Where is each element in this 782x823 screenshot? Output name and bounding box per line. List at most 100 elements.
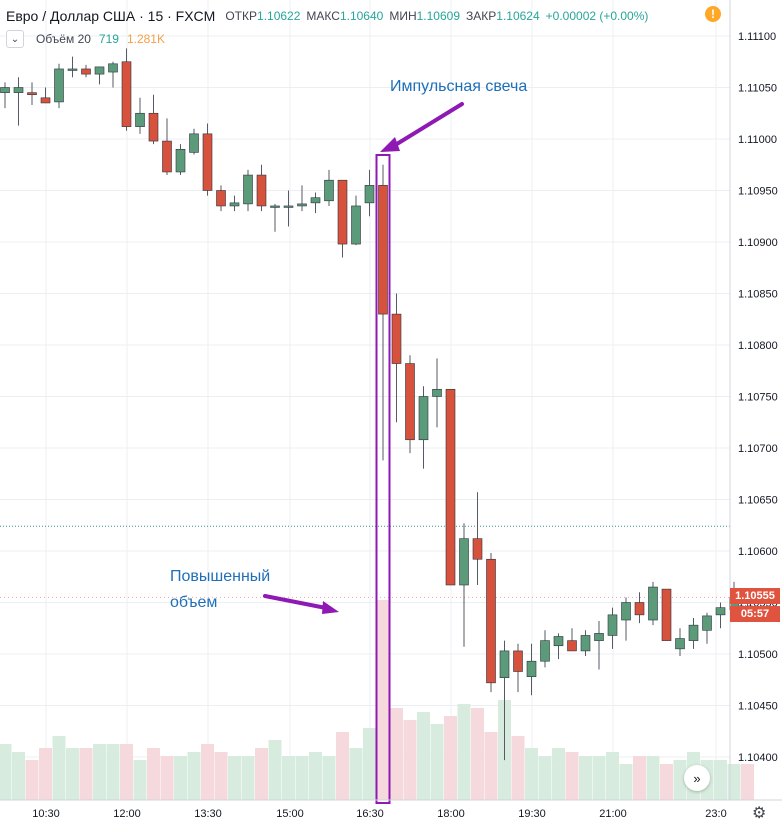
volume-bar — [484, 732, 498, 800]
volume-bar — [619, 764, 633, 800]
candle-body — [0, 87, 10, 93]
volume-bar — [268, 740, 282, 800]
candle-body — [553, 636, 564, 647]
price-tick-label: 1.11100 — [738, 31, 776, 43]
candle-body — [337, 179, 348, 245]
candle-body — [702, 615, 712, 631]
candle-body — [567, 640, 577, 652]
candle-body — [94, 66, 105, 75]
volume-value: 719 — [98, 32, 119, 46]
volume-bar — [174, 756, 187, 800]
volume-bar — [646, 756, 660, 800]
candle-body — [621, 602, 631, 621]
close-readout: ЗАКР1.10624 — [466, 9, 540, 23]
time-tick-label: 15:00 — [276, 808, 304, 820]
volume-bar — [579, 756, 592, 800]
chevron-down-icon[interactable]: ⌄ — [6, 30, 24, 48]
chart-header: Евро / Доллар США · 15 · FXCM ОТКР1.1062… — [6, 6, 648, 26]
candle-body — [499, 650, 510, 678]
volume-bar — [363, 728, 376, 800]
time-tick-label: 10:30 — [32, 808, 60, 820]
volume-indicator-name[interactable]: Объём 20 — [36, 32, 91, 46]
volume-bar — [214, 752, 228, 800]
candle-body — [351, 205, 361, 245]
volume-bars — [0, 600, 754, 800]
volume-bar — [390, 708, 403, 800]
volume-bar — [241, 756, 255, 800]
volume-bar — [741, 764, 754, 800]
candle-body — [270, 205, 280, 208]
candle-body — [540, 640, 550, 662]
candle-body — [661, 588, 672, 641]
volume-bar — [187, 752, 201, 800]
candles — [0, 48, 753, 761]
candle-body — [243, 174, 253, 205]
candle-body — [688, 624, 699, 641]
candle-body — [634, 602, 645, 616]
volume-bar — [25, 760, 39, 800]
volume-bar — [457, 704, 471, 800]
candle-body — [67, 68, 78, 71]
volume-bar — [309, 752, 322, 800]
price-tick-label: 1.10950 — [738, 186, 778, 198]
candle-body — [580, 635, 591, 652]
candle-body — [27, 92, 37, 96]
volume-bar — [349, 748, 363, 800]
candle-body — [216, 190, 226, 207]
candle-body — [405, 363, 415, 441]
time-tick-label: 18:00 — [437, 808, 465, 820]
price-tick-label: 1.10700 — [738, 443, 778, 455]
candle-body — [607, 614, 618, 636]
volume-bar — [160, 756, 174, 800]
volume-bar — [525, 748, 538, 800]
candle-body — [202, 133, 213, 191]
time-axis[interactable]: 10:30 12:00 13:30 15:00 16:30 18:00 19:30 21:00… — [32, 808, 726, 820]
volume-bar — [322, 756, 336, 800]
volume-label-line1: Повышенный — [170, 568, 271, 585]
candle-body — [310, 197, 321, 204]
exclamation-icon[interactable]: ! — [705, 6, 721, 22]
volume-bar — [282, 756, 295, 800]
scroll-to-realtime-icon[interactable]: » — [684, 765, 710, 791]
volume-bar — [201, 744, 214, 800]
price-tick-label: 1.10800 — [738, 340, 778, 352]
gear-icon[interactable]: ⚙ — [752, 805, 767, 822]
price-tick-label: 1.10400 — [738, 752, 778, 764]
volume-bar — [295, 756, 309, 800]
candle-body — [283, 205, 294, 208]
time-tick-label: 19:30 — [518, 808, 546, 820]
candle-body — [459, 538, 469, 586]
annotation-shapes — [263, 102, 464, 804]
candle-body — [121, 61, 132, 127]
price-tick-label: 1.10750 — [738, 392, 778, 404]
price-tick-label: 1.10600 — [738, 546, 778, 558]
candle-body — [81, 68, 91, 75]
candle-body — [432, 388, 442, 397]
volume-bar — [511, 736, 525, 800]
bar-countdown-label: 05:57 — [730, 606, 780, 622]
candle-body — [526, 660, 537, 677]
price-tick-label: 1.11050 — [738, 83, 777, 95]
volume-legend: ⌄ Объём 20 719 1.281K — [6, 30, 165, 48]
volume-bar — [660, 764, 673, 800]
price-tick-label: 1.10450 — [738, 701, 778, 713]
volume-bar — [714, 760, 727, 800]
candle-body — [40, 97, 51, 104]
volume-bar — [633, 756, 646, 800]
volume-bar — [538, 756, 552, 800]
price-axis[interactable]: 1.11100 1.11050 1.11000 1.10950 1.10900 1.108… — [738, 31, 778, 764]
volume-bar — [52, 736, 66, 800]
volume-bar — [66, 748, 79, 800]
volume-bar — [727, 764, 741, 800]
candle-body — [472, 538, 483, 560]
candle-body — [148, 112, 159, 142]
volume-bar — [0, 744, 12, 800]
impulse-arrow-shaft — [390, 102, 464, 149]
symbol-title[interactable]: Евро / Доллар США · 15 · FXCM — [6, 8, 216, 24]
volume-bar — [12, 752, 25, 800]
volume-arrow-shaft — [263, 594, 328, 610]
candle-body — [594, 633, 604, 641]
volume-bar — [133, 760, 147, 800]
time-tick-label: 23:0 — [705, 808, 726, 820]
